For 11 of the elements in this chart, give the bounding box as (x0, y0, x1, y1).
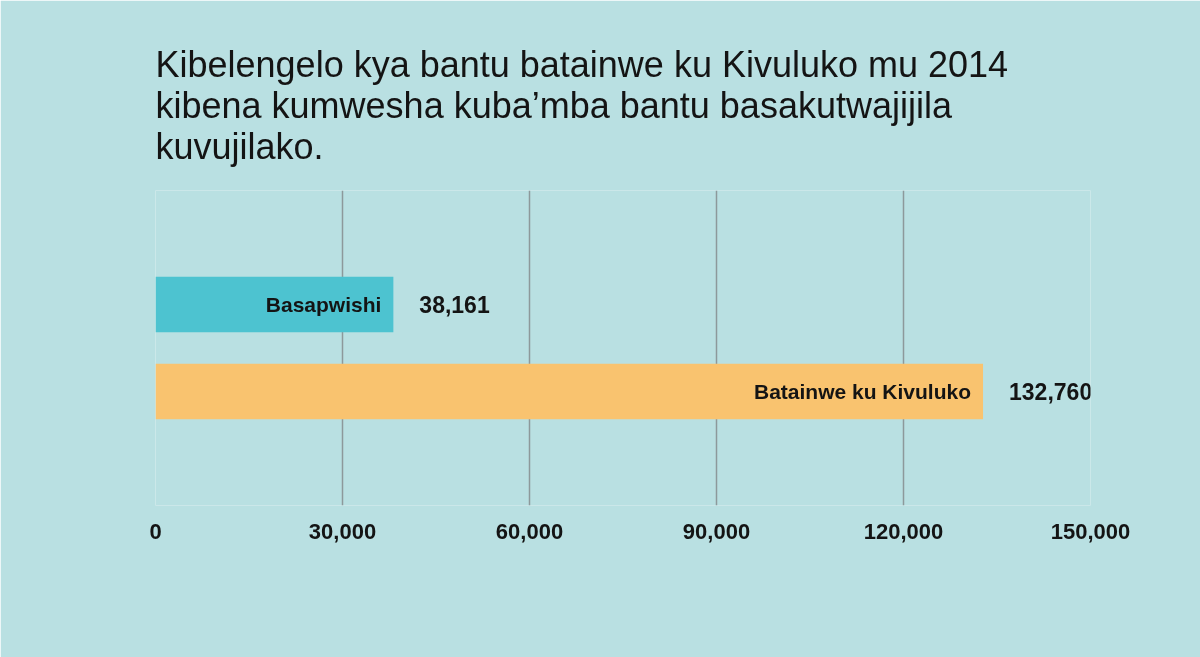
x-tick-label: 150,000 (1050, 518, 1131, 544)
data-label: 38,161 (419, 291, 490, 318)
y-tick-label: Basapwishi (265, 292, 382, 316)
x-tick-label: 0 (149, 518, 162, 544)
x-tick-label: 30,000 (308, 518, 377, 544)
chart-title: Kibelengelo kya bantu batainwe ku Kivuluko mu 2014 kibena kumwesha kuba’mba bantu basakutwajijila kuvujilako. (155, 43, 1009, 167)
data-label: 132,760 (1009, 379, 1093, 406)
x-tick-label: 90,000 (682, 518, 751, 544)
x-tick-label: 120,000 (863, 518, 944, 544)
x-tick-label: 60,000 (495, 518, 564, 544)
y-tick-label: Batainwe ku Kivuluko (753, 380, 972, 404)
